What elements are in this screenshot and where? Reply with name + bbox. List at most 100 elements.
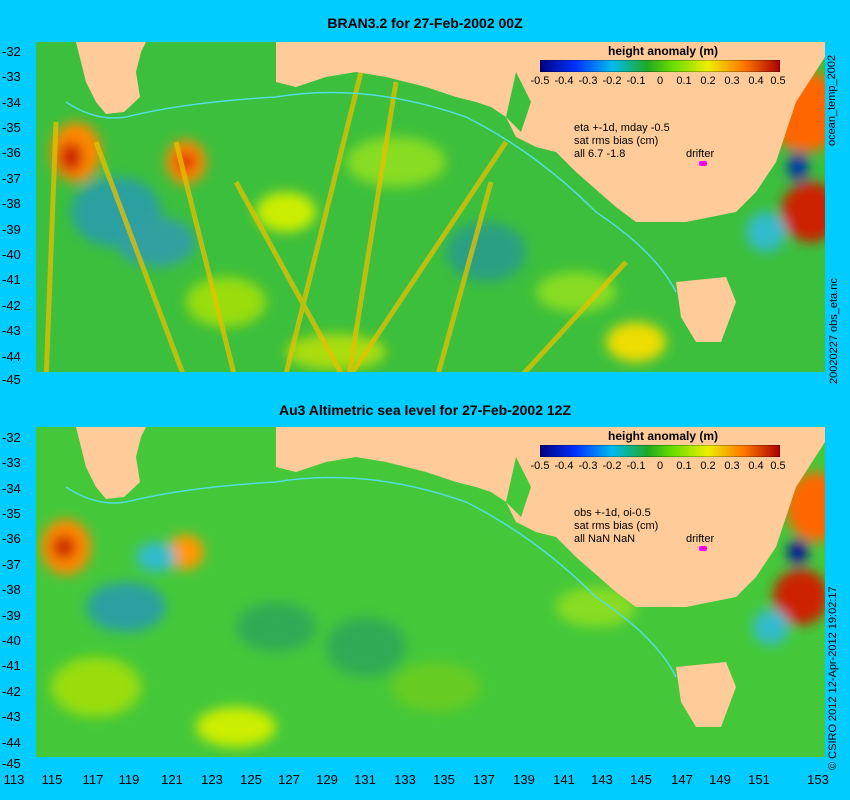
x-tick: 127: [278, 772, 300, 787]
x-tick: 153: [807, 772, 829, 787]
y-tick: -44: [2, 349, 21, 364]
panel-1-title: BRAN3.2 for 27-Feb-2002 00Z: [327, 15, 523, 31]
y-tick: -36: [2, 145, 21, 160]
y-tick: -40: [2, 633, 21, 648]
info-line: sat rms bias (cm): [574, 520, 659, 532]
legend-ticks-1: -0.5 -0.4 -0.3 -0.2 -0.1 0 0.1 0.2 0.3 0…: [531, 75, 786, 89]
x-tick: 137: [473, 772, 495, 787]
legend-tick: 0.2: [700, 460, 716, 472]
x-tick: 143: [591, 772, 613, 787]
land-tasmania-2: [676, 662, 736, 727]
land-south-australia-2: [276, 427, 825, 607]
legend-tick: -0.1: [626, 75, 646, 87]
y-tick: -45: [2, 372, 21, 387]
drifter-label-2: drifter: [686, 533, 715, 545]
x-tick: 141: [553, 772, 575, 787]
map-panel-1: [36, 42, 825, 372]
x-tick: 149: [709, 772, 731, 787]
anomaly-blobs-2: [41, 472, 825, 747]
y-tick: -39: [2, 222, 21, 237]
sat-tracks-1: [43, 71, 628, 372]
y-tick: -39: [2, 608, 21, 623]
y-tick: -37: [2, 557, 21, 572]
x-tick: 145: [630, 772, 652, 787]
x-axis: 113 115 117 119 121 123 125 127 129 131 …: [0, 772, 850, 792]
legend-tick: -0.2: [602, 75, 622, 87]
y-tick: -34: [2, 481, 21, 496]
land-sw-australia-2: [76, 427, 146, 499]
y-tick: -35: [2, 506, 21, 521]
x-tick: 123: [201, 772, 223, 787]
legend-tick: -0.5: [530, 460, 550, 472]
x-tick: 115: [41, 772, 63, 787]
gulf-2: [506, 457, 531, 517]
x-tick: 139: [513, 772, 535, 787]
side-label-1-top: ocean_temp_2002: [826, 54, 838, 146]
info-text-1: eta +-1d, mday -0.5 sat rms bias (cm) al…: [574, 122, 670, 161]
land-tasmania-1: [676, 277, 736, 342]
legend-tick: -0.4: [554, 75, 574, 87]
info-line: all NaN NaN: [574, 533, 636, 545]
shelf-contour-2: [65, 476, 677, 678]
map-2-svg: [36, 427, 825, 757]
legend-tick: 0.5: [770, 75, 786, 87]
land-sw-australia-1: [76, 42, 146, 114]
drifter-marker-2: [699, 546, 707, 551]
y-tick: -32: [2, 430, 21, 445]
x-tick: 147: [671, 772, 693, 787]
y-tick: -42: [2, 298, 21, 313]
y-tick: -45: [2, 756, 21, 771]
x-tick: 125: [240, 772, 262, 787]
drifter-label-1: drifter: [686, 148, 715, 160]
info-text-2: obs +-1d, oi-0.5 sat rms bias (cm) all N…: [574, 507, 658, 546]
legend-tick: 0.4: [748, 460, 764, 472]
legend-tick: 0: [656, 75, 664, 87]
y-tick: -43: [2, 323, 21, 338]
y-tick: -32: [2, 44, 21, 59]
panel-2-title: Au3 Altimetric sea level for 27-Feb-2002…: [278, 402, 572, 418]
info-line: obs +-1d, oi-0.5: [574, 507, 651, 519]
info-line: all 6.7 -1.8: [574, 148, 626, 160]
info-line: eta +-1d, mday -0.5: [574, 122, 670, 134]
legend-tick: 0.3: [724, 460, 740, 472]
legend-tick: 0.3: [724, 75, 740, 87]
map-1-svg: [36, 42, 825, 372]
side-label-1: 20020227 obs_eta.nc: [828, 278, 840, 384]
map-panel-2: [36, 427, 825, 757]
y-tick: -43: [2, 709, 21, 724]
y-tick: -33: [2, 455, 21, 470]
y-tick: -34: [2, 95, 21, 110]
gulf-1: [506, 72, 531, 132]
legend-tick: -0.2: [602, 460, 622, 472]
y-tick: -41: [2, 658, 21, 673]
legend-tick: 0.5: [770, 460, 786, 472]
legend-tick: 0.4: [748, 75, 764, 87]
colorbar-2: [540, 445, 780, 457]
y-tick: -40: [2, 247, 21, 262]
legend-tick: -0.3: [578, 75, 598, 87]
info-line: sat rms bias (cm): [574, 135, 659, 147]
y-tick: -42: [2, 684, 21, 699]
land-south-australia-1: [276, 42, 825, 222]
colorbar-1: [540, 60, 780, 72]
y-tick: -44: [2, 735, 21, 750]
legend-ticks-2: -0.5 -0.4 -0.3 -0.2 -0.1 0 0.1 0.2 0.3 0…: [531, 460, 786, 474]
x-tick: 151: [748, 772, 770, 787]
shelf-contour-1: [65, 91, 677, 293]
y-tick: -33: [2, 69, 21, 84]
drifter-marker-1: [699, 161, 707, 166]
x-tick: 133: [394, 772, 416, 787]
legend-tick: -0.4: [554, 460, 574, 472]
y-tick: -38: [2, 582, 21, 597]
y-tick: -41: [2, 272, 21, 287]
y-tick: -38: [2, 196, 21, 211]
legend-tick: 0.1: [676, 75, 692, 87]
x-tick: 119: [118, 772, 140, 787]
x-tick: 135: [433, 772, 455, 787]
x-tick: 121: [161, 772, 183, 787]
legend-tick: 0: [656, 460, 664, 472]
legend-tick: -0.1: [626, 460, 646, 472]
y-tick: -35: [2, 120, 21, 135]
y-tick: -37: [2, 171, 21, 186]
legend-title-2: height anomaly (m): [607, 429, 718, 443]
